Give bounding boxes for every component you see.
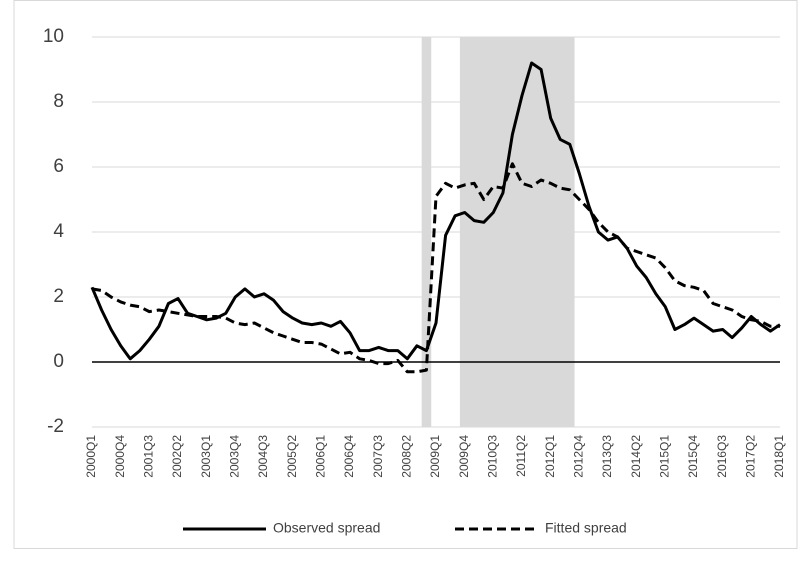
series-line [91,162,780,374]
x-tick-label: 2000Q4 [113,435,127,478]
x-tick-label: 2015Q1 [658,435,672,478]
x-tick-label: 2002Q2 [170,435,184,478]
x-tick-label: 2000Q1 [84,435,98,478]
x-tick-label: 2011Q2 [514,435,528,477]
x-tick-label: 2001Q3 [142,435,156,478]
y-tick-label: 8 [53,91,64,112]
x-tick-label: 2018Q1 [772,435,786,478]
legend-label: Observed spread [273,520,380,536]
x-tick-label: 2004Q3 [256,435,270,478]
y-tick-label: 4 [53,221,64,242]
y-tick-label: -2 [47,416,64,437]
y-tick-label: 6 [53,156,64,177]
series-line [90,61,781,361]
x-tick-label: 2005Q2 [285,435,299,478]
x-tick-label: 2008Q2 [400,435,414,478]
x-tick-label: 2014Q2 [629,435,643,478]
x-tick-label: 2006Q4 [342,435,356,478]
x-tick-label: 2010Q3 [486,435,500,478]
x-tick-label: 2012Q4 [572,435,586,478]
x-tick-label: 2016Q3 [715,435,729,478]
x-tick-label: 2007Q3 [371,435,385,478]
x-tick-label: 2015Q4 [686,435,700,478]
x-tick-label: 2009Q1 [428,435,442,478]
x-tick-label: 2006Q1 [314,435,328,478]
x-tick-label: 2009Q4 [457,435,471,478]
y-tick-label: 10 [43,26,64,47]
x-tick-label: 2012Q1 [543,435,557,478]
y-tick-label: 0 [53,351,64,372]
x-tick-label: 2017Q2 [744,435,758,478]
legend-label: Fitted spread [545,520,627,536]
y-tick-label: 2 [53,286,64,307]
chart-frame [13,0,798,549]
x-tick-label: 2003Q1 [199,435,213,478]
x-tick-label: 2003Q4 [228,435,242,478]
x-tick-label: 2013Q3 [600,435,614,478]
